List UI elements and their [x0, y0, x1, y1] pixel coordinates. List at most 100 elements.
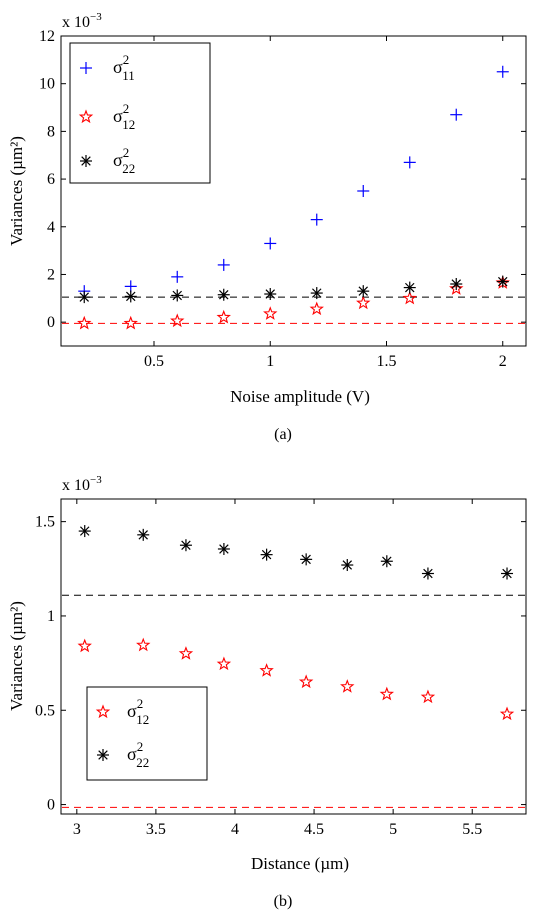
x-tick-label: 3 [73, 821, 81, 838]
y-tick-label: 6 [47, 171, 55, 188]
legend-entry: σ2 22 [113, 145, 135, 176]
chart-a-x-axis: 0.5 1 1.5 2 [144, 36, 507, 370]
chart-b-y-axis-label: Variances (µm²) [7, 601, 26, 711]
legend-entry: σ2 22 [127, 739, 149, 770]
data-point-star5 [420, 689, 436, 704]
y-tick-label: 0 [47, 797, 55, 814]
y-tick-label: 0.5 [35, 702, 55, 719]
data-point-star5 [216, 656, 232, 671]
x-tick-label: 5.5 [462, 821, 482, 838]
chart-a-y-axis: 0 2 4 6 8 10 12 [39, 28, 526, 331]
data-point-asterisk [496, 275, 509, 288]
x-tick-label: 5 [389, 821, 397, 838]
data-point-asterisk [450, 278, 463, 290]
chart-a-plot-frame [60, 35, 527, 347]
data-point-plus [403, 156, 416, 169]
chart-b-data-points [77, 525, 515, 721]
data-point-asterisk [421, 567, 434, 580]
chart-a: x 10−3 0 2 4 6 8 10 12 0.5 1 1.5 2 Variances (µm²… [7, 11, 527, 443]
data-point-star5 [216, 309, 231, 324]
legend-marker-star5 [78, 109, 94, 124]
chart-a-y-axis-label: Variances (µm²) [7, 136, 26, 246]
data-point-star5 [123, 315, 138, 330]
data-point-star5 [136, 637, 151, 652]
data-point-asterisk [124, 290, 137, 303]
y-tick-label: 1.5 [35, 514, 55, 531]
data-point-plus [217, 258, 230, 271]
x-tick-label: 0.5 [144, 353, 164, 370]
data-point-asterisk [403, 281, 416, 294]
data-point-asterisk [137, 528, 150, 541]
chart-b-scale-label: x 10−3 [62, 474, 102, 494]
chart-a-data-points [77, 65, 510, 330]
data-point-star5 [449, 281, 464, 295]
data-point-star5 [499, 706, 515, 721]
legend-marker-asterisk [80, 155, 92, 167]
legend-marker-star5 [95, 704, 111, 719]
chart-a-caption: (a) [274, 426, 292, 443]
data-point-star5 [259, 663, 274, 677]
y-tick-label: 12 [39, 28, 55, 45]
chart-a-scale-label: x 10−3 [62, 11, 102, 31]
data-point-asterisk [171, 289, 184, 302]
legend-entry: σ2 12 [113, 101, 135, 132]
data-point-star5 [340, 679, 355, 693]
data-point-asterisk [78, 291, 91, 304]
x-tick-label: 4.5 [304, 821, 324, 838]
legend-marker-asterisk [97, 749, 109, 761]
chart-b: x 10−3 0 0.5 1 1.5 3 3.5 4 4.5 5 5.5 Variances (… [7, 474, 527, 910]
chart-a-reference-lines [62, 296, 525, 324]
data-point-star5 [263, 306, 278, 320]
y-tick-label: 0 [47, 314, 55, 331]
data-point-asterisk [300, 553, 313, 566]
data-point-plus [357, 185, 370, 197]
chart-b-legend-box [86, 686, 208, 781]
data-point-star5 [77, 315, 92, 330]
legend-entry: σ2 11 [113, 52, 135, 83]
data-point-star5 [309, 301, 324, 316]
x-tick-label: 1 [266, 353, 274, 370]
chart-a-x-axis-label: Noise amplitude (V) [230, 387, 370, 406]
data-point-plus [310, 213, 323, 226]
data-point-asterisk [78, 525, 91, 538]
data-point-asterisk [501, 567, 514, 580]
data-point-plus [264, 237, 277, 250]
chart-b-y-axis: 0 0.5 1 1.5 [35, 514, 526, 814]
data-point-star5 [178, 646, 194, 660]
data-point-asterisk [357, 285, 370, 298]
data-point-asterisk [217, 288, 230, 301]
y-tick-label: 8 [47, 123, 55, 140]
x-tick-label: 3.5 [146, 821, 166, 838]
data-point-asterisk [217, 542, 230, 555]
chart-a-legend-box [69, 42, 211, 184]
legend-entry: σ2 12 [127, 696, 149, 727]
data-point-asterisk [380, 555, 393, 568]
y-tick-label: 2 [47, 266, 55, 283]
chart-b-plot-frame [60, 498, 527, 815]
chart-b-caption: (b) [274, 893, 293, 910]
data-point-asterisk [179, 539, 192, 552]
data-point-star5 [170, 313, 185, 328]
data-point-asterisk [341, 559, 354, 572]
data-point-plus [450, 108, 463, 121]
chart-b-x-axis: 3 3.5 4 4.5 5 5.5 [73, 499, 482, 838]
data-point-star5 [298, 674, 314, 689]
data-point-star5 [379, 686, 395, 701]
x-tick-label: 1.5 [377, 353, 397, 370]
x-tick-label: 4 [231, 821, 239, 838]
legend-marker-plus [80, 62, 92, 74]
data-point-star5 [356, 295, 371, 310]
data-point-plus [124, 280, 137, 293]
y-tick-label: 1 [47, 608, 55, 625]
data-point-star5 [77, 638, 92, 653]
data-point-plus [496, 65, 509, 78]
data-point-plus [171, 270, 184, 283]
x-tick-label: 2 [499, 353, 507, 370]
data-point-asterisk [260, 548, 273, 561]
chart-b-x-axis-label: Distance (µm) [251, 854, 349, 873]
data-point-star5 [402, 290, 417, 305]
data-point-asterisk [310, 287, 323, 300]
y-tick-label: 10 [39, 76, 55, 93]
chart-b-reference-lines [62, 594, 525, 808]
